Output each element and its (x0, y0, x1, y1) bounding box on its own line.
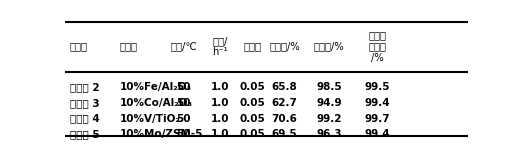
Text: 1.0: 1.0 (211, 82, 229, 92)
Text: 选择性/%: 选择性/% (314, 42, 344, 52)
Text: 62.7: 62.7 (271, 98, 297, 108)
Text: 10%Co/Al₂O₃: 10%Co/Al₂O₃ (120, 98, 192, 108)
Text: 99.4: 99.4 (365, 129, 390, 139)
Text: 99.2: 99.2 (316, 114, 342, 124)
Text: 0.05: 0.05 (240, 129, 265, 139)
Text: 氧油比: 氧油比 (243, 42, 262, 52)
Text: 10%Fe/Al₂O₃: 10%Fe/Al₂O₃ (120, 82, 191, 92)
Text: 70.6: 70.6 (271, 114, 297, 124)
Text: 实施例 2: 实施例 2 (70, 82, 99, 92)
Text: 实施例 3: 实施例 3 (70, 98, 99, 108)
Text: 50: 50 (177, 129, 191, 139)
Text: 实施例 5: 实施例 5 (70, 129, 99, 139)
Text: 转化率/%: 转化率/% (269, 42, 300, 52)
Text: 10%Mo/ZSM-5: 10%Mo/ZSM-5 (120, 129, 203, 139)
Text: 0.05: 0.05 (240, 82, 265, 92)
Text: 99.4: 99.4 (365, 98, 390, 108)
Text: 实施例: 实施例 (70, 42, 88, 52)
Text: 96.3: 96.3 (316, 129, 342, 139)
Text: 催化剂: 催化剂 (120, 42, 137, 52)
Text: 98.5: 98.5 (316, 82, 342, 92)
Text: 69.5: 69.5 (272, 129, 297, 139)
Text: 99.7: 99.7 (365, 114, 390, 124)
Text: 1.0: 1.0 (211, 114, 229, 124)
Text: 94.9: 94.9 (316, 98, 342, 108)
Text: 50: 50 (177, 82, 191, 92)
Text: 1.0: 1.0 (211, 98, 229, 108)
Text: 1.0: 1.0 (211, 129, 229, 139)
Text: 空速/
h⁻¹: 空速/ h⁻¹ (212, 36, 228, 57)
Text: 99.5: 99.5 (365, 82, 390, 92)
Text: 异戊烯
醇纯度
/%: 异戊烯 醇纯度 /% (368, 30, 386, 63)
Text: 0.05: 0.05 (240, 98, 265, 108)
Text: 0.05: 0.05 (240, 114, 265, 124)
Text: 10%V/TiO₂: 10%V/TiO₂ (120, 114, 180, 124)
Text: 实施例 4: 实施例 4 (70, 114, 100, 124)
Text: 65.8: 65.8 (272, 82, 297, 92)
Text: 50: 50 (177, 114, 191, 124)
Text: 温度/℃: 温度/℃ (171, 42, 197, 52)
Text: 50: 50 (177, 98, 191, 108)
